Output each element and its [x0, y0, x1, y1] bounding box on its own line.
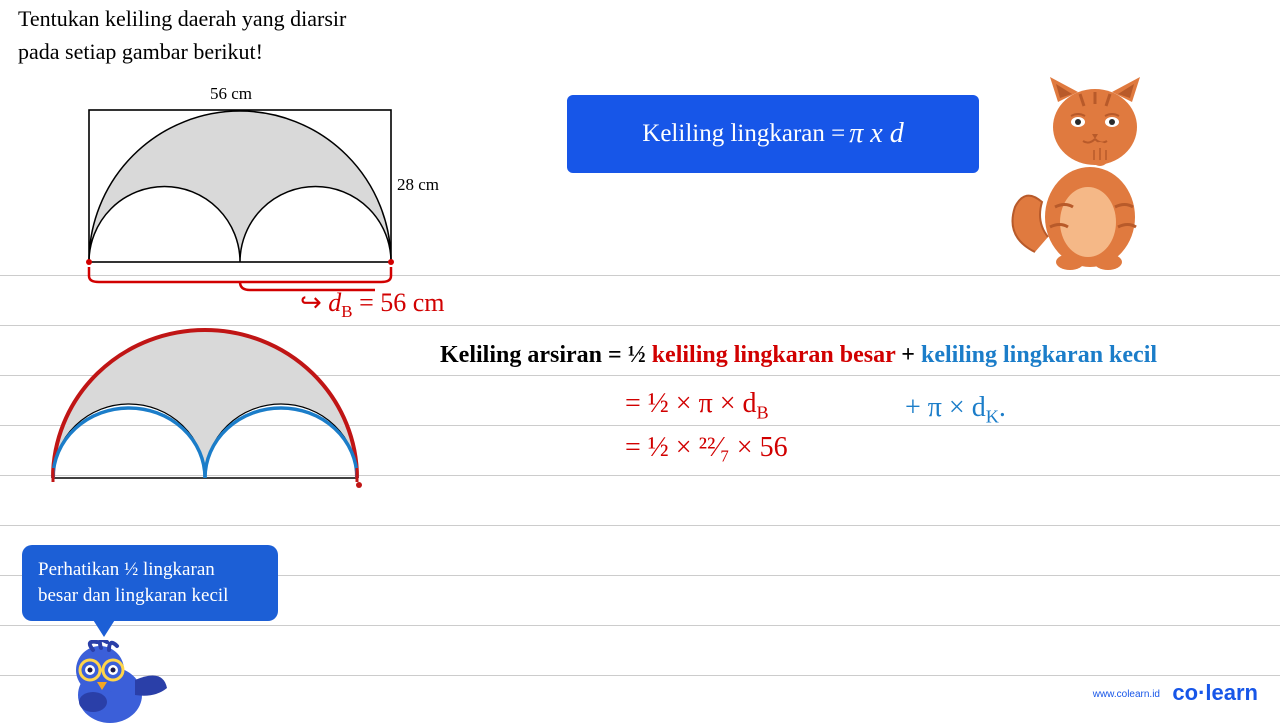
- speech-bubble-tail: [90, 615, 118, 637]
- brand-url: www.colearn.id: [1093, 689, 1160, 700]
- question-line1: Tentukan keliling daerah yang diarsir: [18, 2, 346, 35]
- cat-illustration: [1000, 72, 1170, 272]
- brand-logo: co·learn: [1172, 680, 1258, 706]
- equation-line-1: Keliling arsiran = ½ keliling lingkaran …: [440, 342, 1157, 369]
- db-annotation: ↪ dB = 56 cm: [300, 288, 445, 322]
- equation-line-2-red: = ½ × π × dB: [625, 388, 769, 424]
- geometry-diagram-2: [45, 320, 375, 495]
- geometry-diagram-1: [85, 104, 405, 304]
- bird-mascot: [55, 640, 175, 725]
- dimension-width: 56 cm: [210, 84, 252, 104]
- formula-box: Keliling lingkaran = π x d: [567, 95, 979, 173]
- question-text: Tentukan keliling daerah yang diarsir pa…: [18, 2, 346, 68]
- speech-line2: besar dan lingkaran kecil: [38, 583, 262, 609]
- formula-label: Keliling lingkaran =: [642, 120, 845, 148]
- formula-expr: π x d: [849, 118, 903, 150]
- equation-line-2-blue: + π × dK.: [905, 392, 1006, 428]
- speech-bubble: Perhatikan ½ lingkaran besar dan lingkar…: [22, 545, 278, 621]
- question-line2: pada setiap gambar berikut!: [18, 35, 346, 68]
- speech-line1: Perhatikan ½ lingkaran: [38, 557, 262, 583]
- equation-line-3: = ½ × ²²⁄₇ × 56: [625, 432, 788, 464]
